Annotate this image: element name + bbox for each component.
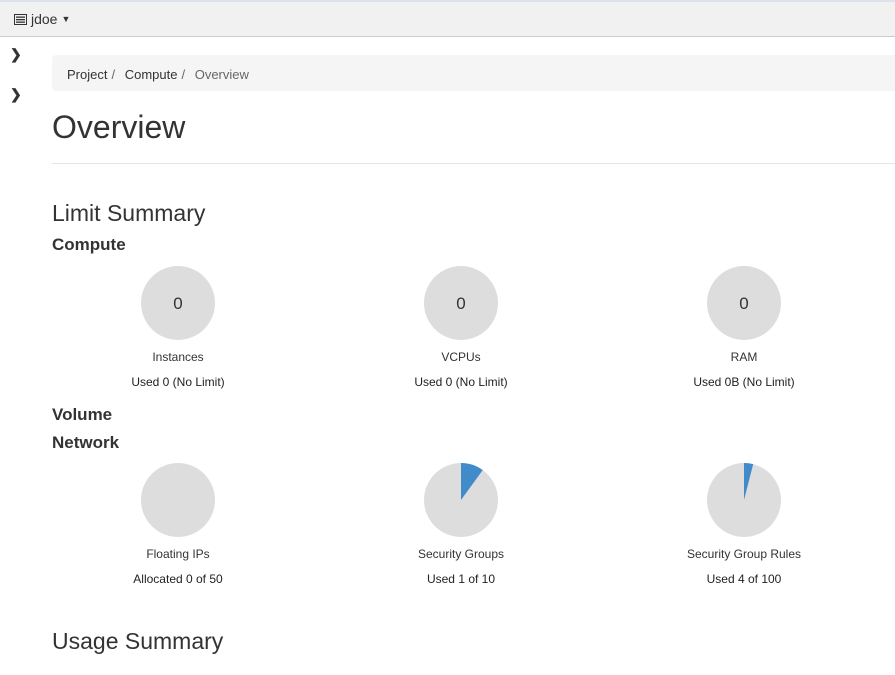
chevron-right-icon[interactable]: ❯ — [10, 46, 22, 62]
pie-value: 0 — [739, 294, 748, 313]
pie-background — [141, 463, 215, 537]
pie-chart: 0 — [141, 266, 215, 340]
chart-label: Instances — [152, 350, 204, 364]
chart-label: Security Group Rules — [686, 547, 802, 561]
pie-chart — [707, 463, 781, 537]
compute-limit-chart: 0 Instances Used 0 (No Limit) — [88, 266, 268, 389]
chart-usage: Used 1 of 10 — [426, 572, 496, 586]
volume-heading: Volume — [52, 405, 113, 424]
pie-chart: 0 — [424, 266, 498, 340]
top-bar: jdoe ▼ — [0, 0, 895, 37]
breadcrumb: Project / Compute / Overview — [52, 55, 895, 91]
chart-usage: Used 0 (No Limit) — [414, 375, 508, 389]
breadcrumb-compute[interactable]: Compute — [124, 67, 178, 82]
project-icon — [14, 13, 27, 25]
network-limit-chart: Security Groups Used 1 of 10 — [371, 463, 551, 586]
pie-background — [141, 266, 215, 340]
pie-chart — [424, 463, 498, 537]
divider — [52, 163, 895, 164]
chart-usage: Allocated 0 of 50 — [133, 572, 223, 586]
page-title: Overview — [52, 109, 186, 145]
pie-background — [424, 266, 498, 340]
chart-usage: Used 4 of 100 — [706, 572, 782, 586]
compute-limit-chart: 0 RAM Used 0B (No Limit) — [654, 266, 834, 389]
username: jdoe — [31, 11, 58, 27]
pie-value: 0 — [456, 294, 465, 313]
caret-down-icon: ▼ — [61, 14, 71, 24]
pie-used-slice — [461, 463, 483, 500]
pie-used-slice — [744, 463, 754, 500]
limit-summary-heading: Limit Summary — [52, 200, 206, 226]
usage-summary-heading: Usage Summary — [52, 628, 224, 654]
chart-label: Floating IPs — [146, 547, 210, 561]
pie-value: 0 — [173, 294, 182, 313]
pie-chart — [141, 463, 215, 537]
user-menu[interactable]: jdoe ▼ — [14, 11, 70, 27]
compute-limit-chart: 0 VCPUs Used 0 (No Limit) — [371, 266, 551, 389]
network-limit-chart: Security Group Rules Used 4 of 100 — [654, 463, 834, 586]
breadcrumb-overview: Overview — [194, 67, 249, 82]
network-heading: Network — [52, 433, 120, 452]
chart-label: RAM — [730, 350, 758, 364]
pie-background — [707, 266, 781, 340]
chart-label: VCPUs — [441, 350, 481, 364]
chevron-right-icon[interactable]: ❯ — [10, 86, 22, 102]
pie-chart: 0 — [707, 266, 781, 340]
chart-usage: Used 0B (No Limit) — [693, 375, 795, 389]
breadcrumb-project[interactable]: Project — [67, 67, 108, 82]
chart-label: Security Groups — [417, 547, 505, 561]
network-limit-chart: Floating IPs Allocated 0 of 50 — [88, 463, 268, 586]
chart-usage: Used 0 (No Limit) — [131, 375, 225, 389]
compute-heading: Compute — [52, 235, 126, 254]
